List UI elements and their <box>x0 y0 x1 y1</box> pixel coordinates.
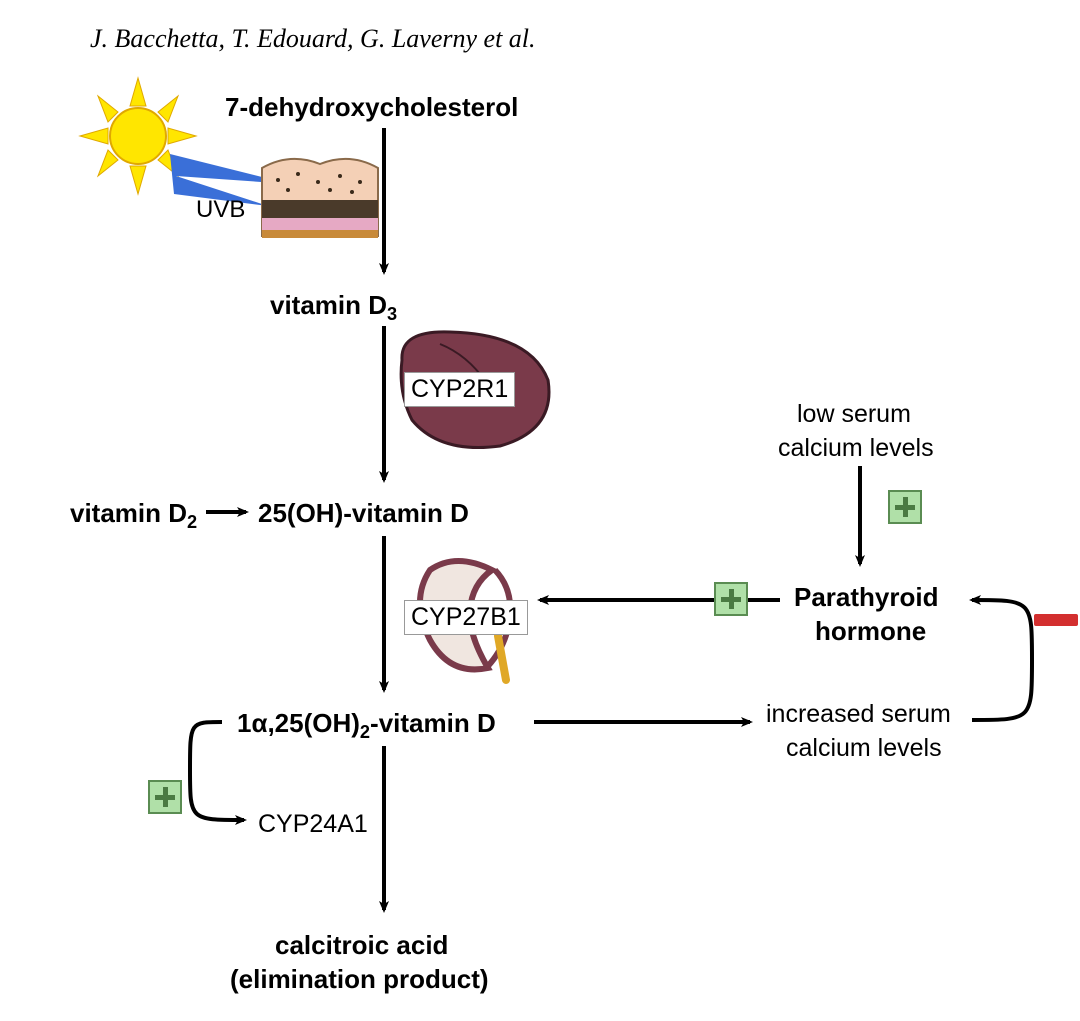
label-low-serum-1: low serum <box>797 400 911 429</box>
label-1a25oh2-sub: 2 <box>360 722 370 742</box>
label-vitamin-d3-text: vitamin D <box>270 290 387 320</box>
label-vitamin-d2-sub: 2 <box>187 512 197 532</box>
label-dehydroxycholesterol: 7-dehydroxycholesterol <box>225 92 518 123</box>
label-pth-1: Parathyroid <box>794 582 939 613</box>
minus-badge-pth <box>1034 614 1078 626</box>
label-inc-serum-2: calcium levels <box>786 734 942 763</box>
label-25oh-vitamin-d: 25(OH)-vitamin D <box>258 498 469 529</box>
label-1a25oh2-pre: 1α,25(OH) <box>237 708 360 738</box>
label-1a25oh2-vitamin-d: 1α,25(OH)2-vitamin D <box>237 708 496 743</box>
label-pth-2: hormone <box>815 616 926 647</box>
label-calcitroic-acid: calcitroic acid <box>275 930 448 961</box>
label-vitamin-d3: vitamin D3 <box>270 290 397 325</box>
label-inc-serum-1: increased serum <box>766 700 951 729</box>
citation-text: J. Bacchetta, T. Edouard, G. Laverny et … <box>90 24 536 54</box>
label-vitamin-d2: vitamin D2 <box>70 498 197 533</box>
plus-badge-lowserum <box>888 490 922 524</box>
enzyme-cyp27b1: CYP27B1 <box>404 600 528 635</box>
label-elimination-product: (elimination product) <box>230 964 489 995</box>
plus-badge-cyp24a1 <box>148 780 182 814</box>
label-vitamin-d3-sub: 3 <box>387 304 397 324</box>
arrow-125oh-to-cyp24a1-pos <box>190 722 244 820</box>
sun-icon <box>80 78 196 194</box>
label-1a25oh2-post: -vitamin D <box>370 708 496 738</box>
label-low-serum-2: calcium levels <box>778 434 934 463</box>
label-cyp24a1: CYP24A1 <box>258 810 368 839</box>
plus-badge-pth-cyp27b1 <box>714 582 748 616</box>
arrow-incserum-to-pth-neg <box>972 600 1032 720</box>
skin-icon <box>262 159 378 238</box>
label-uvb: UVB <box>196 196 245 224</box>
label-vitamin-d2-text: vitamin D <box>70 498 187 528</box>
enzyme-cyp2r1: CYP2R1 <box>404 372 515 407</box>
